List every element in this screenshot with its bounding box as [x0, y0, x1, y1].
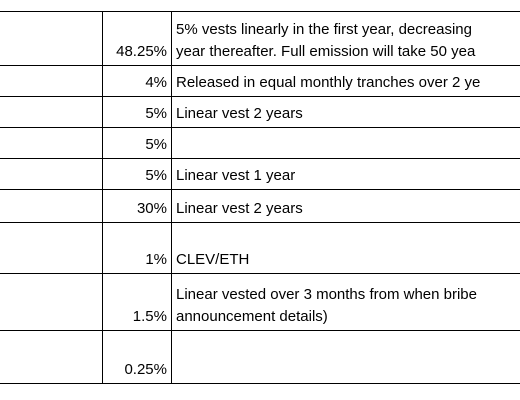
allocation-name-cell[interactable]: [0, 127, 103, 159]
allocation-percent-cell[interactable]: 1%: [102, 222, 172, 274]
allocation-percent-cell[interactable]: 5%: [102, 96, 172, 128]
table-row: ributors 4% Released in equal monthly tr…: [0, 65, 520, 97]
vesting-note-cell[interactable]: Linear vest 2 years: [171, 96, 520, 128]
vesting-note-cell[interactable]: Linear vest 1 year: [171, 158, 520, 190]
vesting-note-cell[interactable]: Released in equal monthly tranches over …: [171, 65, 520, 97]
allocation-name-cell[interactable]: ributors: [0, 65, 103, 97]
table-row: 5% Linear vest 1 year: [0, 158, 520, 190]
vesting-note-cell[interactable]: [171, 127, 520, 159]
vesting-note-cell[interactable]: Linear vested over 3 months from when br…: [171, 273, 520, 331]
allocation-name-cell[interactable]: [0, 189, 103, 223]
vesting-note-line: 5% vests linearly in the first year, dec…: [176, 21, 472, 38]
allocation-name-cell[interactable]: es: [0, 11, 103, 66]
table-row: 0.25%: [0, 330, 520, 384]
allocation-percent-cell[interactable]: 4%: [102, 65, 172, 97]
table-row: 5%: [0, 127, 520, 159]
allocation-name-cell[interactable]: [0, 222, 103, 274]
allocation-name-cell[interactable]: ships: [0, 273, 103, 331]
vesting-note-cell[interactable]: 5% vests linearly in the first year, dec…: [171, 11, 520, 66]
allocation-name-cell[interactable]: [0, 330, 103, 384]
vesting-note-cell[interactable]: Linear vest 2 years: [171, 189, 520, 223]
allocation-percent-cell[interactable]: 30%: [102, 189, 172, 223]
allocation-percent-cell[interactable]: 48.25%: [102, 11, 172, 66]
allocation-percent-cell[interactable]: 0.25%: [102, 330, 172, 384]
table-row: e 5% Linear vest 2 years: [0, 96, 520, 128]
allocation-table: es 48.25% 5% vests linearly in the first…: [0, 11, 520, 384]
allocation-name-cell[interactable]: [0, 158, 103, 190]
table-row: 30% Linear vest 2 years: [0, 189, 520, 223]
allocation-percent-cell[interactable]: 5%: [102, 158, 172, 190]
vesting-note-line: announcement details): [176, 308, 328, 325]
allocation-percent-cell[interactable]: 1.5%: [102, 273, 172, 331]
vesting-note-line: Linear vested over 3 months from when br…: [176, 286, 477, 303]
table-row: es 48.25% 5% vests linearly in the first…: [0, 11, 520, 66]
vesting-note-line: year thereafter. Full emission will take…: [176, 43, 476, 60]
vesting-note-cell[interactable]: [171, 330, 520, 384]
vesting-note-cell[interactable]: CLEV/ETH: [171, 222, 520, 274]
allocation-name-cell[interactable]: e: [0, 96, 103, 128]
table-row: ships 1.5% Linear vested over 3 months f…: [0, 273, 520, 331]
table-row: 1% CLEV/ETH: [0, 222, 520, 274]
allocation-percent-cell[interactable]: 5%: [102, 127, 172, 159]
